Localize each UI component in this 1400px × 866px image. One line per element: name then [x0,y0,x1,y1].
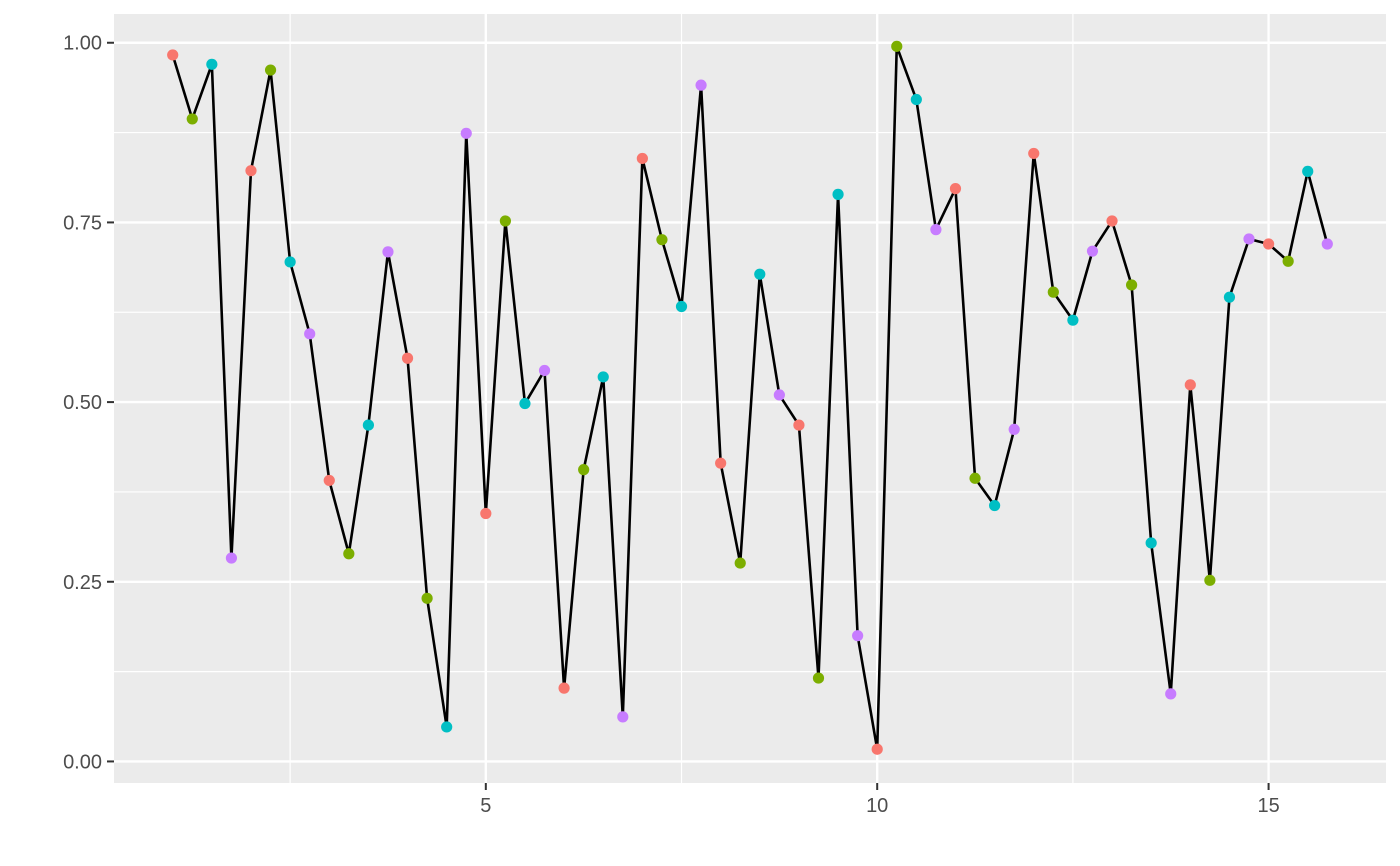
data-point [1028,147,1040,160]
data-point [304,328,316,340]
data-point [578,464,590,476]
data-point [695,79,707,91]
data-point [989,499,1001,512]
data-point [499,215,511,227]
minor-grid [114,14,1386,783]
y-tick-label: 0.50 [63,392,102,414]
data-point [1223,291,1236,303]
data-point [675,300,688,313]
data-point [871,743,883,755]
series-line [171,45,1329,751]
data-point [949,183,962,195]
data-point [323,474,335,487]
data-point [1302,165,1314,177]
y-tick-label: 0.75 [63,212,102,234]
x-tick-label: 15 [1257,795,1279,817]
data-point [656,234,668,246]
y-tick-label: 1.00 [63,33,102,55]
data-point [1047,286,1059,298]
data-point [1145,537,1157,549]
y-tick-label: 0.00 [63,751,102,773]
data-point [1262,238,1275,250]
data-point [284,256,296,268]
data-point [715,457,727,469]
data-point [734,557,746,569]
x-axis: 5 10 15 [480,783,1280,817]
data-point [1282,255,1294,267]
y-tick-label: 0.25 [63,572,102,594]
data-point [401,352,414,364]
data-point [1165,688,1177,700]
x-tick-label: 10 [866,795,888,817]
y-axis: 0.00 0.25 0.50 0.75 1.00 [63,33,114,773]
data-point [773,389,785,401]
data-point [1184,379,1196,391]
data-point [597,371,609,383]
data-point [538,364,551,377]
plot-panel [114,14,1386,783]
data-point [167,49,179,61]
data-point [617,711,629,723]
data-point [186,113,198,125]
data-point [793,419,805,431]
data-point [362,419,374,431]
data-point [930,224,942,236]
data-point [1067,314,1079,326]
data-point [1086,245,1099,257]
data-point [1204,574,1216,586]
data-point [225,552,238,564]
data-point [382,246,394,258]
data-point [1126,279,1138,291]
data-point [421,592,433,604]
data-point [754,268,766,280]
data-point [636,152,648,165]
data-point [852,630,864,642]
data-point [969,472,981,484]
data-point [264,64,277,76]
data-point [891,40,903,52]
data-point [441,721,453,733]
data-point [1008,423,1020,436]
x-tick-label: 5 [480,795,491,817]
data-point [1106,215,1118,227]
data-point [558,682,570,694]
data-point [206,58,218,70]
data-point [832,188,844,200]
data-point [910,93,922,106]
data-point [1243,233,1255,245]
data-point [519,397,531,410]
data-point [812,672,825,684]
data-point [1321,238,1333,250]
data-points [167,40,1333,755]
data-point [245,165,257,177]
data-point [480,507,492,520]
data-point [343,548,355,560]
data-point [460,127,472,139]
